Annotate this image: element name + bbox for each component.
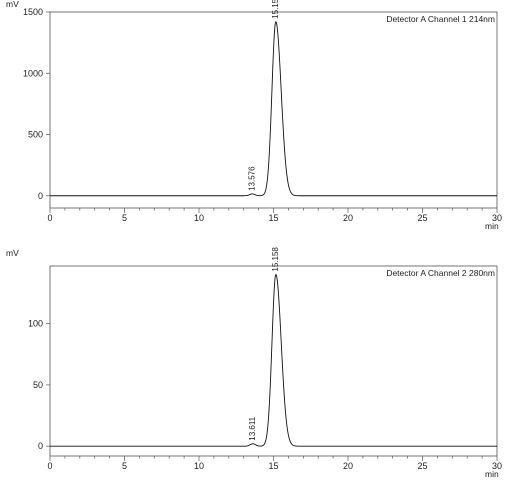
y-axis-unit-label: mV (6, 0, 19, 9)
y-tick-label: 50 (33, 380, 43, 390)
x-tick-label: 5 (122, 213, 127, 223)
x-tick-label: 15 (268, 213, 278, 223)
x-tick-label: 0 (47, 461, 52, 471)
peak-retention-label: 13.576 (247, 166, 256, 191)
chromatogram-panel-channel-2: mV min Detector A Channel 2 280nm 0 50 100 0 5 1… (6, 247, 502, 479)
chromatogram-trace (50, 274, 497, 447)
chromatogram-panel-channel-1: mV min Detector A Channel 1 214nm 0 500 1000 1… (6, 0, 502, 231)
y-tick-label: 0 (38, 441, 43, 451)
x-tick-label: 5 (122, 461, 127, 471)
x-tick-label: 20 (343, 213, 353, 223)
y-tick-label: 1500 (23, 7, 43, 17)
x-tick-label: 30 (492, 213, 502, 223)
y-tick-label: 0 (38, 191, 43, 201)
detector-label: Detector A Channel 1 214nm (386, 14, 495, 24)
detector-label: Detector A Channel 2 280nm (386, 268, 495, 278)
chromatogram-trace (50, 21, 497, 197)
peak-retention-label: 15.158 (271, 247, 280, 272)
y-axis-unit-label: mV (6, 248, 19, 258)
x-tick-label: 15 (268, 461, 278, 471)
x-tick-label: 25 (417, 461, 427, 471)
x-tick-label: 25 (417, 213, 427, 223)
x-tick-label: 20 (343, 461, 353, 471)
x-tick-label: 10 (194, 461, 204, 471)
y-tick-label: 500 (28, 130, 43, 140)
x-axis-unit-label: min (485, 221, 499, 231)
x-tick-label: 30 (492, 461, 502, 471)
x-tick-label: 10 (194, 213, 204, 223)
x-axis-unit-label: min (485, 469, 499, 479)
x-tick-label: 0 (47, 213, 52, 223)
y-tick-label: 100 (28, 319, 43, 329)
peak-retention-label: 15.155 (271, 0, 280, 19)
y-tick-label: 1000 (23, 68, 43, 78)
peak-retention-label: 13.611 (248, 416, 257, 440)
